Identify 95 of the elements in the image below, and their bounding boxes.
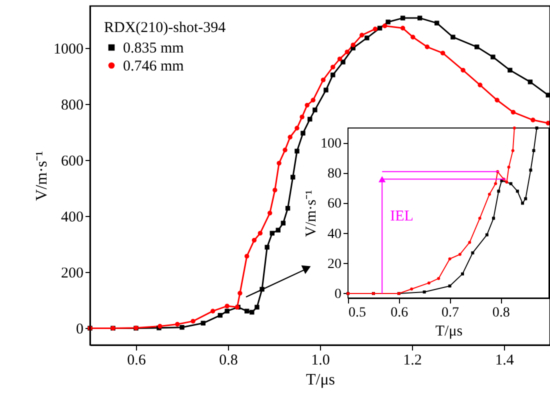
- point: [264, 244, 270, 250]
- y-axis-title: V/m·s⁻¹: [34, 150, 50, 201]
- point: [372, 26, 378, 32]
- point: [382, 24, 388, 28]
- annotation: IEL: [390, 208, 414, 224]
- y-tick-label: 600: [61, 154, 84, 170]
- x-axis-title: T/μs: [435, 324, 463, 340]
- legend-label: 0.835 mm: [123, 40, 184, 56]
- point: [294, 148, 300, 154]
- y-tick-label: 40: [328, 226, 342, 242]
- point: [254, 304, 260, 310]
- point: [285, 206, 290, 211]
- x-tick-label: 0.8: [219, 352, 238, 368]
- point: [530, 118, 536, 122]
- point: [280, 220, 286, 226]
- point: [310, 98, 316, 102]
- point: [276, 160, 282, 166]
- point: [270, 230, 275, 236]
- point: [330, 72, 336, 78]
- point: [324, 88, 328, 92]
- point: [450, 34, 456, 40]
- x-tick-label: 1.4: [495, 352, 514, 368]
- point: [474, 44, 480, 50]
- point: [224, 304, 230, 308]
- legend-label: 0.746 mm: [123, 58, 184, 74]
- point: [344, 50, 350, 54]
- x-tick-label: 0.8: [492, 306, 510, 320]
- point: [410, 34, 416, 40]
- point: [276, 228, 280, 232]
- y-tick-label: 100: [320, 136, 342, 152]
- point: [224, 308, 230, 314]
- point: [340, 60, 346, 64]
- point: [400, 26, 406, 30]
- point: [304, 102, 310, 108]
- point: [190, 318, 196, 324]
- x-tick-label: 0.7: [442, 306, 460, 320]
- point: [288, 134, 292, 140]
- point: [290, 174, 296, 180]
- x-tick-label: 1.2: [403, 352, 422, 368]
- point: [434, 20, 440, 26]
- point: [360, 32, 364, 38]
- point: [377, 26, 382, 30]
- point: [528, 80, 533, 84]
- point: [175, 322, 180, 327]
- point: [510, 110, 516, 115]
- point: [300, 130, 306, 136]
- point: [350, 42, 356, 48]
- y-tick-label: 0: [76, 322, 84, 338]
- point: [258, 230, 263, 236]
- point: [282, 148, 288, 152]
- point: [252, 238, 257, 243]
- point: [320, 78, 326, 82]
- point: [272, 188, 278, 192]
- point: [424, 44, 430, 50]
- point: [238, 290, 242, 296]
- x-tick-label: 0.6: [127, 352, 146, 368]
- point: [508, 68, 512, 73]
- y-tick-label: 80: [328, 166, 342, 182]
- point: [244, 308, 250, 314]
- y-tick-label: 800: [61, 98, 84, 114]
- point: [268, 210, 272, 216]
- x-axis-title: T/μs: [306, 372, 336, 388]
- x-tick-label: 0.5: [348, 306, 366, 320]
- y-tick-label: 20: [328, 256, 342, 272]
- point: [210, 308, 216, 314]
- point: [308, 116, 312, 122]
- point: [312, 108, 318, 112]
- y-tick-label: 200: [61, 266, 84, 282]
- point: [244, 254, 250, 259]
- point: [494, 98, 500, 102]
- point: [400, 16, 406, 20]
- point: [300, 114, 304, 120]
- y-tick-label: 60: [328, 196, 342, 212]
- point: [180, 325, 184, 330]
- point: [330, 64, 336, 70]
- point: [490, 54, 496, 60]
- y-tick-label: 400: [61, 210, 84, 226]
- x-tick-label: 0.6: [390, 306, 408, 320]
- point: [478, 82, 482, 88]
- point: [440, 50, 446, 56]
- point: [337, 56, 342, 62]
- legend-title: RDX(210)-shot-394: [104, 20, 226, 36]
- point: [417, 16, 422, 20]
- y-tick-label: 1000: [54, 42, 84, 58]
- point: [250, 310, 254, 315]
- point: [364, 36, 370, 40]
- point: [386, 20, 390, 24]
- point: [294, 126, 300, 130]
- y-tick-label: 0: [334, 286, 342, 302]
- point: [218, 312, 223, 318]
- point: [200, 320, 206, 326]
- point: [460, 68, 466, 72]
- x-tick-label: 1.0: [311, 352, 330, 368]
- point: [546, 120, 550, 126]
- y-axis-title: V/m·s⁻¹: [304, 190, 320, 237]
